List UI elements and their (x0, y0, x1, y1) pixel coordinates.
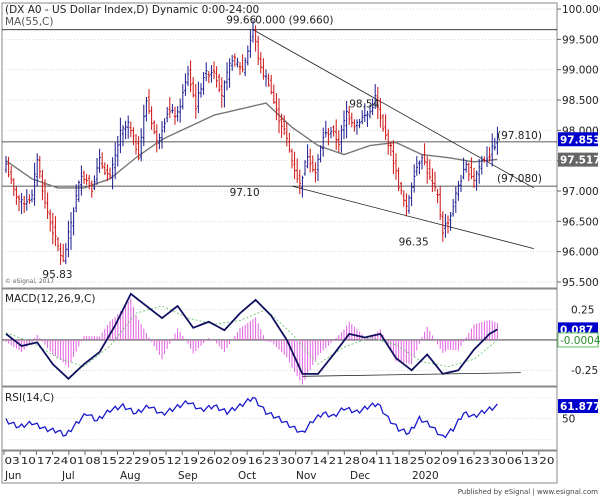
day-tick-label: 02 (215, 456, 230, 467)
level-badge: 97.517 (560, 155, 600, 167)
day-tick-label: 16 (248, 456, 263, 467)
day-tick-label: 12 (167, 456, 182, 467)
day-tick-label: 22 (118, 456, 133, 467)
month-label: Aug (120, 470, 141, 482)
day-tick-label: 19 (183, 456, 198, 467)
lower-high-label: 98.54 (349, 99, 379, 111)
day-tick-label: 29 (134, 456, 149, 467)
macd-line (5, 292, 498, 380)
day-tick-label: 18 (393, 456, 408, 467)
day-tick-label: 09 (442, 456, 457, 467)
watermark: © eSignal, 2017 (5, 278, 54, 285)
month-label: Jul (61, 470, 75, 482)
price-tick-label: 99.500 (562, 34, 599, 46)
macd-tick-label: 0.25 (571, 305, 594, 317)
last-price-badge: 97.853 (560, 134, 600, 146)
high-label: 99.66 (226, 15, 256, 27)
day-tick-label: 14 (312, 456, 327, 467)
day-tick-label: 25 (410, 456, 425, 467)
swing-low-2-label: 96.35 (399, 236, 429, 248)
day-tick-label: 26 (199, 456, 214, 467)
day-tick-label: 16 (458, 456, 473, 467)
rsi-label: RSI(14,C) (5, 392, 54, 404)
day-tick-label: 03 (5, 456, 20, 467)
price-tick-label: 98.500 (562, 95, 599, 107)
month-label: Jun (4, 470, 21, 482)
high-note-label: 0.000 (99.660) (255, 15, 333, 27)
price-tick-label: 96.000 (562, 247, 599, 259)
day-tick-label: 30 (280, 456, 295, 467)
day-tick-label: 13 (523, 456, 538, 467)
month-label: Nov (296, 470, 317, 482)
day-tick-label: 04 (361, 456, 376, 467)
price-tick-label: 99.000 (562, 65, 599, 77)
month-label: Sep (178, 470, 198, 482)
ma-label: MA(55,C) (5, 16, 53, 28)
month-label: Oct (238, 470, 256, 482)
price-panel (1, 2, 558, 289)
macd-signal-badge-bg (557, 332, 599, 348)
day-tick-label: 28 (345, 456, 360, 467)
day-tick-label: 01 (69, 456, 84, 467)
day-tick-label: 07 (296, 456, 311, 467)
day-tick-label: 30 (491, 456, 506, 467)
price-tick-label: 100.000 (562, 4, 600, 16)
day-tick-label: 10 (21, 456, 36, 467)
day-tick-label: 08 (86, 456, 101, 467)
day-tick-label: 20 (539, 456, 554, 467)
price-tick-label: 95.500 (562, 277, 599, 289)
macd-signal-badge: -0.0004 (560, 335, 600, 347)
day-tick-label: 06 (507, 456, 522, 467)
day-tick-label: 23 (264, 456, 279, 467)
low-label: 95.83 (42, 269, 72, 281)
footer-credit: Published by eSignal | www.esignal.com (458, 488, 598, 496)
resistance-value-label: (97.810) (497, 130, 542, 142)
day-tick-label: 09 (231, 456, 246, 467)
price-tick-label: 96.500 (562, 216, 599, 228)
last-price-badge-bg (558, 132, 598, 147)
macd-label: MACD(12,26,9,C) (5, 293, 95, 305)
day-tick-label: 15 (102, 456, 117, 467)
macd-support-line (302, 372, 521, 377)
swing-low-1-label: 97.10 (230, 187, 260, 199)
day-tick-label: 11 (377, 456, 392, 467)
rsi-tick-label: 50 (562, 414, 575, 426)
day-tick-label: 24 (53, 456, 68, 467)
chart-title: (DX A0 - US Dollar Index,D) Dynamic 0:00… (5, 4, 259, 16)
macd-panel (1, 288, 558, 387)
month-label: 2020 (412, 470, 439, 482)
price-tick-label: 97.000 (562, 186, 599, 198)
day-tick-label: 23 (474, 456, 489, 467)
day-tick-label: 05 (150, 456, 165, 467)
day-tick-label: 02 (426, 456, 441, 467)
macd-signal-line (5, 305, 498, 368)
rsi-value-badge: 61.877 (560, 401, 600, 413)
month-label: Dec (350, 470, 371, 482)
macd-tick-label: -0.25 (571, 365, 598, 377)
support-trendline (291, 185, 534, 249)
day-tick-label: 17 (37, 456, 52, 467)
support-value-label: (97.080) (497, 173, 542, 185)
rsi-line (5, 396, 498, 439)
level-badge-bg (558, 152, 598, 167)
day-tick-label: 21 (329, 456, 344, 467)
rsi-value-badge-bg (558, 399, 598, 414)
moving-average-line (5, 102, 498, 189)
